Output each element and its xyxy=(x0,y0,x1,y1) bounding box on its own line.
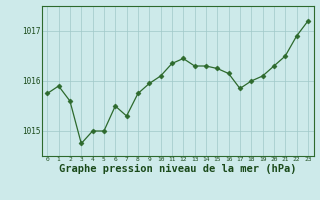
X-axis label: Graphe pression niveau de la mer (hPa): Graphe pression niveau de la mer (hPa) xyxy=(59,164,296,174)
